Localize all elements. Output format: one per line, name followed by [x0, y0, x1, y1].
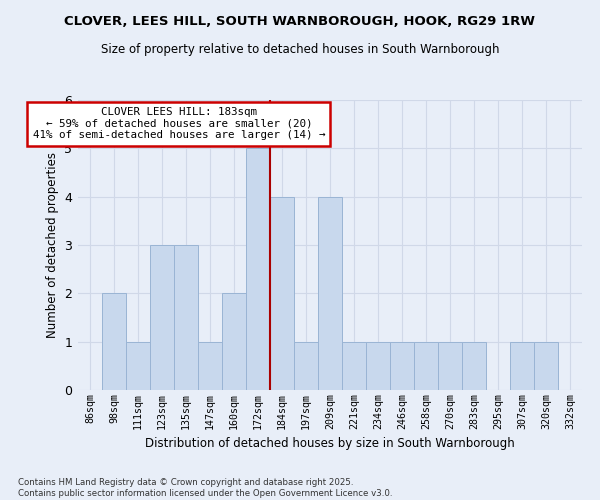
Bar — [414, 342, 438, 390]
Bar — [150, 245, 174, 390]
Bar — [318, 196, 342, 390]
Text: CLOVER, LEES HILL, SOUTH WARNBOROUGH, HOOK, RG29 1RW: CLOVER, LEES HILL, SOUTH WARNBOROUGH, HO… — [65, 15, 536, 28]
Bar — [126, 342, 150, 390]
Bar — [366, 342, 390, 390]
Bar — [438, 342, 462, 390]
Bar — [342, 342, 366, 390]
Bar — [462, 342, 486, 390]
X-axis label: Distribution of detached houses by size in South Warnborough: Distribution of detached houses by size … — [145, 437, 515, 450]
Bar — [390, 342, 414, 390]
Text: CLOVER LEES HILL: 183sqm
← 59% of detached houses are smaller (20)
41% of semi-d: CLOVER LEES HILL: 183sqm ← 59% of detach… — [32, 108, 325, 140]
Bar — [174, 245, 198, 390]
Bar — [246, 148, 270, 390]
Bar — [222, 294, 246, 390]
Bar — [102, 294, 126, 390]
Text: Contains HM Land Registry data © Crown copyright and database right 2025.
Contai: Contains HM Land Registry data © Crown c… — [18, 478, 392, 498]
Y-axis label: Number of detached properties: Number of detached properties — [46, 152, 59, 338]
Bar — [294, 342, 318, 390]
Bar — [270, 196, 294, 390]
Bar — [534, 342, 558, 390]
Bar — [510, 342, 534, 390]
Text: Size of property relative to detached houses in South Warnborough: Size of property relative to detached ho… — [101, 42, 499, 56]
Bar — [198, 342, 222, 390]
